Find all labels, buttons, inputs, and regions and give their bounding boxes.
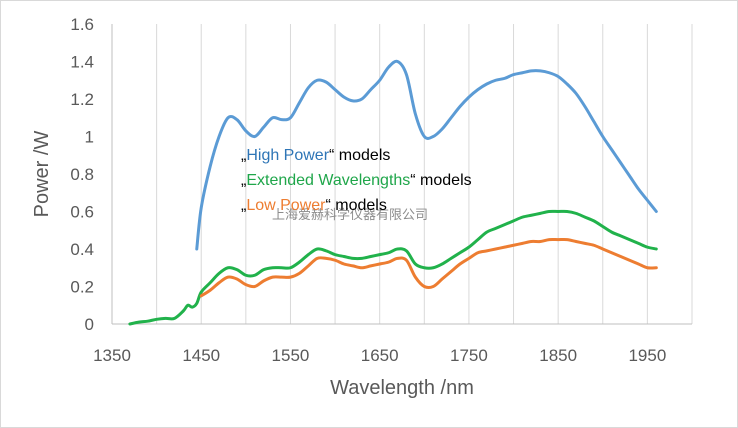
annotation-low-power: „Low Power“ models [241, 197, 387, 214]
series-line-orange [199, 237, 658, 298]
annotation-high-power: „High Power“ models [241, 147, 390, 164]
x-axis-label: Wavelength /nm [330, 377, 474, 399]
annotation-extended-suffix: “ models [410, 172, 471, 189]
x-tick-labels: 1350 1450 1550 1650 1750 1850 1950 [93, 346, 666, 365]
x-tick-label: 1750 [450, 346, 488, 365]
y-tick-labels: 0 0.2 0.4 0.6 0.8 1 1.2 1.4 1.6 [70, 15, 94, 334]
y-tick-label: 0 [85, 315, 94, 334]
annotation-extended-prefix: „ [241, 172, 246, 189]
watermark: 上海爱赫科学仪器有限公司 [272, 207, 428, 223]
x-tick-label: 1450 [182, 346, 220, 365]
y-tick-label: 1 [85, 128, 94, 147]
y-tick-label: 1.2 [70, 90, 94, 109]
annotation-low-power-highlight: Low Power [246, 197, 326, 214]
y-tick-label: 1.4 [70, 53, 94, 72]
x-tick-label: 1350 [93, 346, 131, 365]
axes [111, 24, 692, 325]
y-tick-label: 0.8 [70, 165, 94, 184]
x-tick-label: 1850 [539, 346, 577, 365]
annotation-high-power-prefix: „ [241, 147, 246, 164]
y-axis-label: Power /W [31, 131, 53, 218]
annotation-high-power-highlight: High Power [246, 147, 329, 164]
annotation-low-power-suffix: “ models [325, 197, 386, 214]
annotation-low-power-prefix: „ [241, 197, 246, 214]
annotation-high-power-suffix: “ models [329, 147, 390, 164]
series-line-green [128, 209, 658, 326]
annotation-extended-highlight: Extended Wavelengths [246, 172, 410, 189]
series-lines [128, 59, 658, 326]
series-line-blue [195, 59, 658, 251]
x-tick-label: 1550 [272, 346, 310, 365]
annotation-extended-wavelengths: „Extended Wavelengths“ models [241, 172, 472, 189]
y-tick-label: 1.6 [70, 15, 94, 34]
x-tick-label: 1950 [628, 346, 666, 365]
y-tick-label: 0.2 [70, 278, 94, 297]
y-tick-label: 0.6 [70, 203, 94, 222]
y-tick-label: 0.4 [70, 240, 94, 259]
x-tick-label: 1650 [361, 346, 399, 365]
